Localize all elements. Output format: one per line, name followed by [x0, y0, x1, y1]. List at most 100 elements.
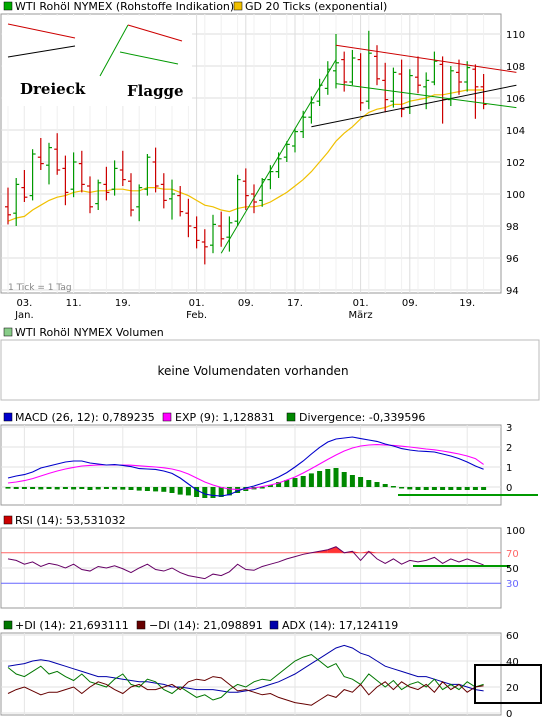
- legend-adx: ADX (14): 17,124119: [282, 619, 398, 632]
- macd-hist-bar: [136, 487, 142, 491]
- legend-plus-di: +DI (14): 21,693111: [15, 619, 129, 632]
- rsi-y-tick-label: 30: [506, 579, 519, 590]
- macd-hist-bar: [374, 482, 380, 487]
- macd-hist-bar: [144, 487, 150, 491]
- macd-hist-bar: [317, 471, 323, 487]
- legend-price-swatch: [3, 1, 13, 11]
- macd-hist-bar: [185, 487, 191, 496]
- price-x-tick-label: 01.: [353, 298, 369, 309]
- ohlc-bar: [201, 229, 208, 265]
- ohlc-bar: [398, 59, 405, 118]
- macd-hist-bar: [21, 487, 27, 489]
- price-x-tick-label: 09.: [402, 298, 418, 309]
- price-x-tick-sublabel: Feb.: [186, 310, 207, 321]
- macd-hist-bar: [112, 487, 118, 490]
- macd-hist-bar: [13, 487, 19, 489]
- pattern-legend-box: [2, 16, 192, 106]
- ohlc-bar: [185, 198, 192, 238]
- macd-y-tick-label: 0: [506, 483, 512, 494]
- ohlc-bar: [226, 216, 233, 252]
- tick-note: 1 Tick = 1 Tag: [8, 283, 72, 293]
- legend-minusdi-swatch: [136, 620, 146, 630]
- legend-signal: EXP (9): 1,128831: [175, 411, 275, 424]
- macd-hist-bar: [448, 487, 454, 490]
- price-x-tick-label: 19.: [115, 298, 131, 309]
- price-x-tick-label: 03.: [16, 298, 32, 309]
- plus-di-line: [7, 653, 484, 701]
- macd-hist-bar: [103, 487, 109, 489]
- price-x-tick-sublabel: März: [349, 310, 373, 321]
- ohlc-bar: [87, 176, 93, 214]
- dmi-y-tick-label: 40: [506, 657, 519, 668]
- price-y-tick-label: 106: [506, 94, 525, 105]
- volume-panel: WTI Rohöl NYMEX Volumen keine Volumendat…: [0, 326, 540, 401]
- price-y-tick-label: 98: [506, 222, 519, 233]
- macd-hist-bar: [382, 484, 388, 487]
- ohlc-bar: [283, 141, 290, 162]
- price-x-tick-label: 01.: [189, 298, 205, 309]
- ohlc-bar: [333, 34, 339, 89]
- macd-hist-bar: [235, 487, 241, 493]
- ohlc-bar: [234, 174, 241, 226]
- legend-macd: MACD (26, 12): 0,789235: [15, 411, 155, 424]
- ohlc-bar: [365, 30, 372, 110]
- macd-hist-bar: [284, 480, 290, 487]
- price-y-tick-label: 102: [506, 158, 525, 169]
- ohlc-bar: [95, 179, 102, 210]
- macd-y-tick-label: 3: [506, 423, 512, 434]
- ohlc-bar: [13, 178, 20, 226]
- ohlc-bar: [242, 168, 249, 210]
- price-y-tick-label: 94: [506, 286, 519, 297]
- triangle-sample-support: [7, 45, 76, 58]
- rsi-y-tick-label: 100: [506, 526, 525, 537]
- legend-plusdi-swatch: [3, 620, 13, 630]
- macd-hist-bar: [226, 487, 232, 496]
- macd-hist-bar: [366, 480, 372, 487]
- ohlc-bar: [119, 150, 126, 186]
- macd-hist-bar: [210, 487, 216, 498]
- ohlc-bar: [103, 166, 110, 201]
- legend-rsi-swatch: [3, 515, 13, 525]
- macd-hist-bar: [358, 477, 364, 487]
- ohlc-bar: [152, 147, 159, 193]
- dmi-panel: +DI (14): 21,693111 −DI (14): 21,098891 …: [0, 619, 542, 720]
- flag-sample-lower: [119, 51, 179, 65]
- ohlc-bar: [464, 61, 471, 92]
- ohlc-bar: [160, 173, 167, 209]
- ohlc-bar: [21, 170, 28, 202]
- minus-di-line: [7, 676, 484, 706]
- ohlc-bar: [390, 67, 397, 108]
- rsi-overbought-fill: [360, 551, 369, 553]
- legend-signal-swatch: [162, 412, 172, 422]
- macd-hist-bar: [464, 487, 470, 490]
- macd-hist-bar: [399, 487, 405, 489]
- ohlc-bar: [5, 187, 11, 225]
- macd-hist-bar: [194, 487, 200, 497]
- dmi-y-tick-label: 60: [506, 631, 519, 642]
- macd-signal-line: [7, 444, 484, 490]
- price-x-tick-sublabel: Jan.: [14, 310, 34, 321]
- flag-sample-pole: [99, 24, 129, 77]
- ohlc-bar: [177, 186, 184, 217]
- price-x-tick-label: 19.: [459, 298, 475, 309]
- dmi-y-tick-label: 20: [506, 683, 519, 694]
- macd-hist-bar: [308, 473, 314, 487]
- triangle-sample-resistance: [7, 23, 76, 39]
- macd-hist-bar: [415, 487, 421, 490]
- ohlc-bar: [169, 179, 175, 220]
- macd-hist-bar: [407, 487, 413, 490]
- macd-hist-bar: [87, 487, 93, 490]
- ohlc-bar: [111, 160, 118, 196]
- price-x-tick-label: 11.: [66, 298, 82, 309]
- ohlc-bar: [415, 56, 421, 94]
- ohlc-bar: [349, 50, 356, 86]
- rsi-y-tick-label: 70: [506, 549, 519, 560]
- dmi-y-tick-label: 0: [506, 709, 512, 720]
- volume-plot-frame: [0, 339, 540, 401]
- ohlc-bar: [382, 62, 389, 113]
- macd-hist-bar: [62, 487, 68, 489]
- flag-sample-upper: [127, 24, 183, 42]
- macd-hist-bar: [349, 475, 355, 487]
- rsi-line: [7, 546, 484, 580]
- legend-ema-title: GD 20 Ticks (exponential): [245, 0, 387, 13]
